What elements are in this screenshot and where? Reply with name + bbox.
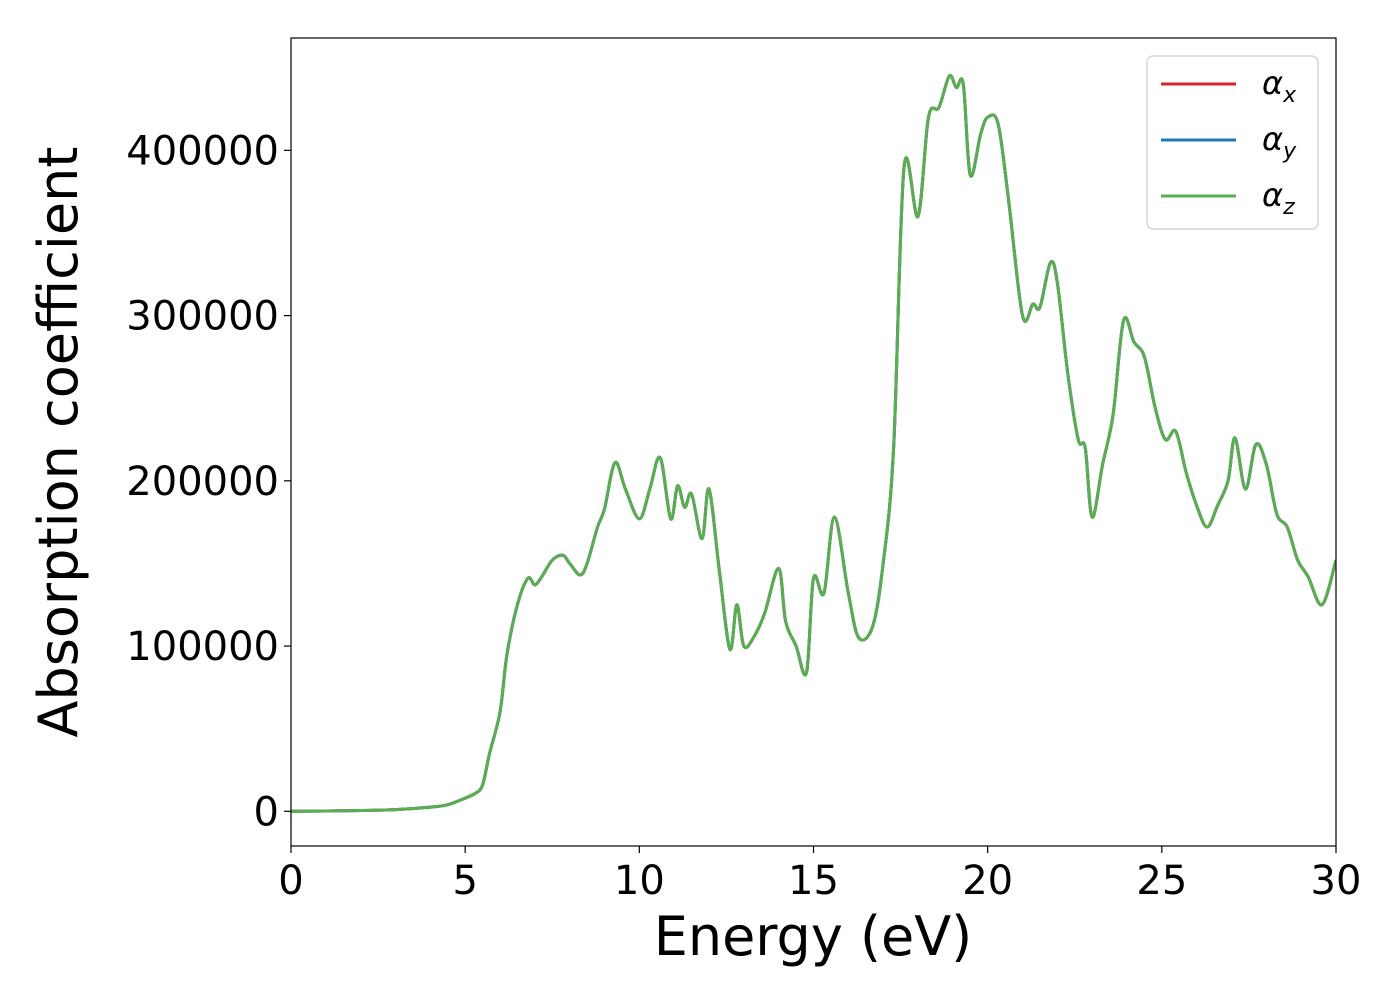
x-tick-label: 20 xyxy=(962,858,1013,904)
legend-label-y: αy xyxy=(1262,120,1297,164)
legend: αx αy αz xyxy=(1146,55,1319,230)
x-tick-label: 0 xyxy=(278,858,303,904)
legend-box xyxy=(1146,55,1319,230)
legend-label-z: αz xyxy=(1262,176,1295,220)
y-tick-label: 0 xyxy=(254,789,279,835)
y-axis-title: Absorption coefficient xyxy=(27,147,90,738)
x-tick-label: 10 xyxy=(614,858,665,904)
series-layer xyxy=(291,73,1336,813)
x-tick-label: 5 xyxy=(452,858,477,904)
y-tick-label: 400000 xyxy=(126,128,279,174)
y-tick-label: 200000 xyxy=(126,459,279,505)
y-tick-label: 100000 xyxy=(126,624,279,670)
x-tick-label: 15 xyxy=(788,858,839,904)
legend-label-x: αx xyxy=(1262,64,1297,108)
y-tick-label: 300000 xyxy=(126,294,279,340)
x-axis-title: Energy (eV) xyxy=(654,905,973,968)
ticks-layer: 0 5 10 15 20 25 30 0 100000 200000 300000 400000 xyxy=(126,128,1361,904)
x-tick-label: 25 xyxy=(1136,858,1187,904)
x-tick-label: 30 xyxy=(1311,858,1362,904)
series-line-z xyxy=(291,73,1336,813)
